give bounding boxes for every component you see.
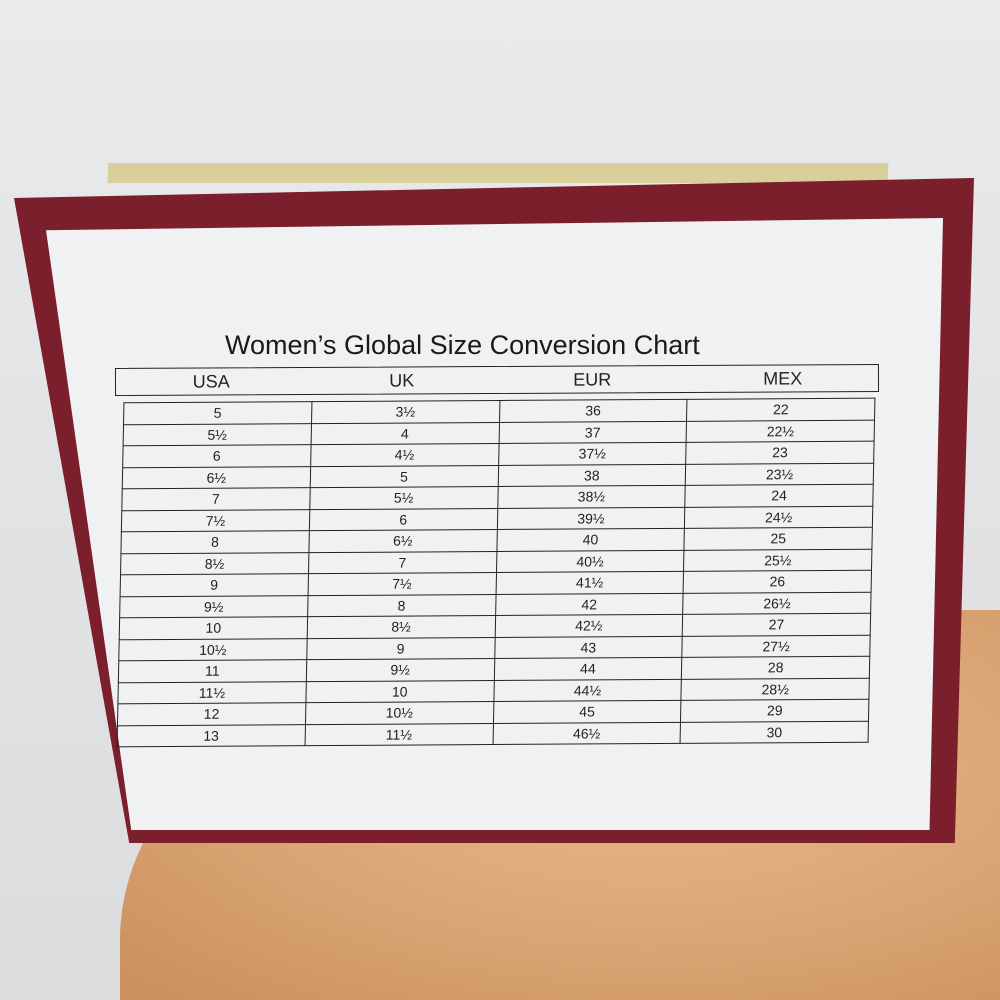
size-cell-mex: 24½ [684, 505, 873, 529]
size-cell-usa: 9 [120, 573, 309, 597]
size-cell-mex: 22 [686, 398, 875, 421]
size-cell-eur: 40½ [496, 549, 685, 573]
size-cell-mex: 27½ [682, 634, 871, 658]
box-lid-edge [107, 163, 889, 183]
size-cell-mex: 24 [685, 484, 874, 507]
size-cell-uk: 9½ [306, 658, 495, 682]
size-cell-usa: 9½ [119, 595, 308, 618]
size-cell-usa: 7½ [121, 509, 310, 532]
size-cell-usa: 8½ [120, 552, 309, 575]
table-header: USA UK EUR MEX [114, 364, 880, 396]
size-cell-usa: 11½ [117, 681, 307, 704]
size-cell-eur: 37½ [498, 442, 687, 465]
size-cell-uk: 4 [310, 421, 500, 445]
size-cell-uk: 8 [307, 594, 496, 617]
size-cell-mex: 28 [681, 656, 870, 679]
size-cell-eur: 41½ [495, 571, 684, 595]
size-cell-mex: 25½ [683, 548, 872, 572]
size-cell-eur: 42 [495, 592, 684, 616]
size-table: 5 3½ 36 22 5½ 4 37 22½ 6 4½ 37½ 23 6½ 5 38 23½ 7 5½ 38½ 24 7… [116, 397, 876, 748]
size-cell-uk: 9 [306, 637, 495, 660]
header-uk: UK [389, 370, 415, 391]
size-cell-eur: 38½ [497, 485, 686, 508]
size-cell-uk: 5½ [309, 486, 498, 510]
size-cell-mex: 29 [680, 699, 869, 722]
size-cell-usa: 6 [122, 444, 311, 468]
size-cell-uk: 7 [308, 550, 497, 574]
size-cell-mex: 27 [682, 613, 871, 636]
size-cell-usa: 10 [119, 616, 308, 640]
size-cell-uk: 10½ [305, 701, 494, 725]
size-cell-eur: 36 [499, 399, 688, 422]
size-cell-eur: 42½ [494, 614, 683, 638]
size-cell-uk: 6 [309, 507, 498, 531]
size-cell-usa: 10½ [118, 638, 307, 661]
header-eur: EUR [573, 369, 612, 390]
size-cell-mex: 22½ [686, 419, 875, 443]
size-cell-mex: 26½ [682, 591, 872, 615]
size-cell-usa: 5 [123, 401, 312, 425]
size-cell-eur: 44½ [493, 678, 682, 702]
size-cell-usa: 11 [118, 659, 307, 683]
size-cell-usa: 8 [120, 530, 310, 554]
size-cell-uk: 5 [309, 464, 499, 488]
size-cell-mex: 23½ [685, 462, 874, 486]
table-row: 13 11½ 46½ 30 [117, 720, 869, 747]
size-cell-uk: 4½ [310, 443, 499, 467]
size-cell-eur: 38 [497, 463, 686, 487]
header-usa: USA [192, 371, 230, 392]
size-cell-mex: 23 [685, 441, 875, 464]
size-cell-eur: 39½ [496, 506, 686, 530]
size-chart-label [46, 218, 943, 830]
size-cell-mex: 30 [680, 720, 869, 744]
size-cell-usa: 13 [117, 724, 306, 747]
size-cell-uk: 11½ [304, 723, 493, 746]
size-cell-mex: 25 [684, 527, 873, 550]
size-cell-uk: 8½ [306, 615, 496, 639]
size-cell-mex: 26 [683, 570, 872, 593]
size-cell-eur: 46½ [492, 721, 681, 745]
size-cell-eur: 44 [493, 657, 683, 681]
size-cell-uk: 3½ [311, 400, 500, 424]
size-cell-eur: 37 [498, 420, 687, 444]
size-cell-eur: 43 [494, 635, 683, 659]
size-cell-usa: 12 [117, 702, 306, 726]
size-cell-mex: 28½ [681, 677, 870, 701]
header-mex: MEX [763, 368, 803, 389]
size-cell-eur: 45 [492, 700, 682, 724]
size-cell-usa: 6½ [122, 466, 311, 489]
size-cell-uk: 10 [305, 680, 494, 703]
size-cell-eur: 40 [496, 528, 685, 551]
size-cell-uk: 6½ [308, 529, 497, 553]
chart-title: Women’s Global Size Conversion Chart [225, 330, 700, 360]
size-cell-uk: 7½ [307, 572, 496, 596]
size-cell-usa: 7 [121, 487, 310, 511]
size-cell-usa: 5½ [123, 423, 312, 446]
